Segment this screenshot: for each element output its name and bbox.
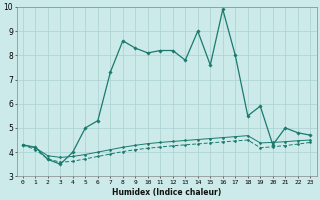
X-axis label: Humidex (Indice chaleur): Humidex (Indice chaleur) xyxy=(112,188,221,197)
